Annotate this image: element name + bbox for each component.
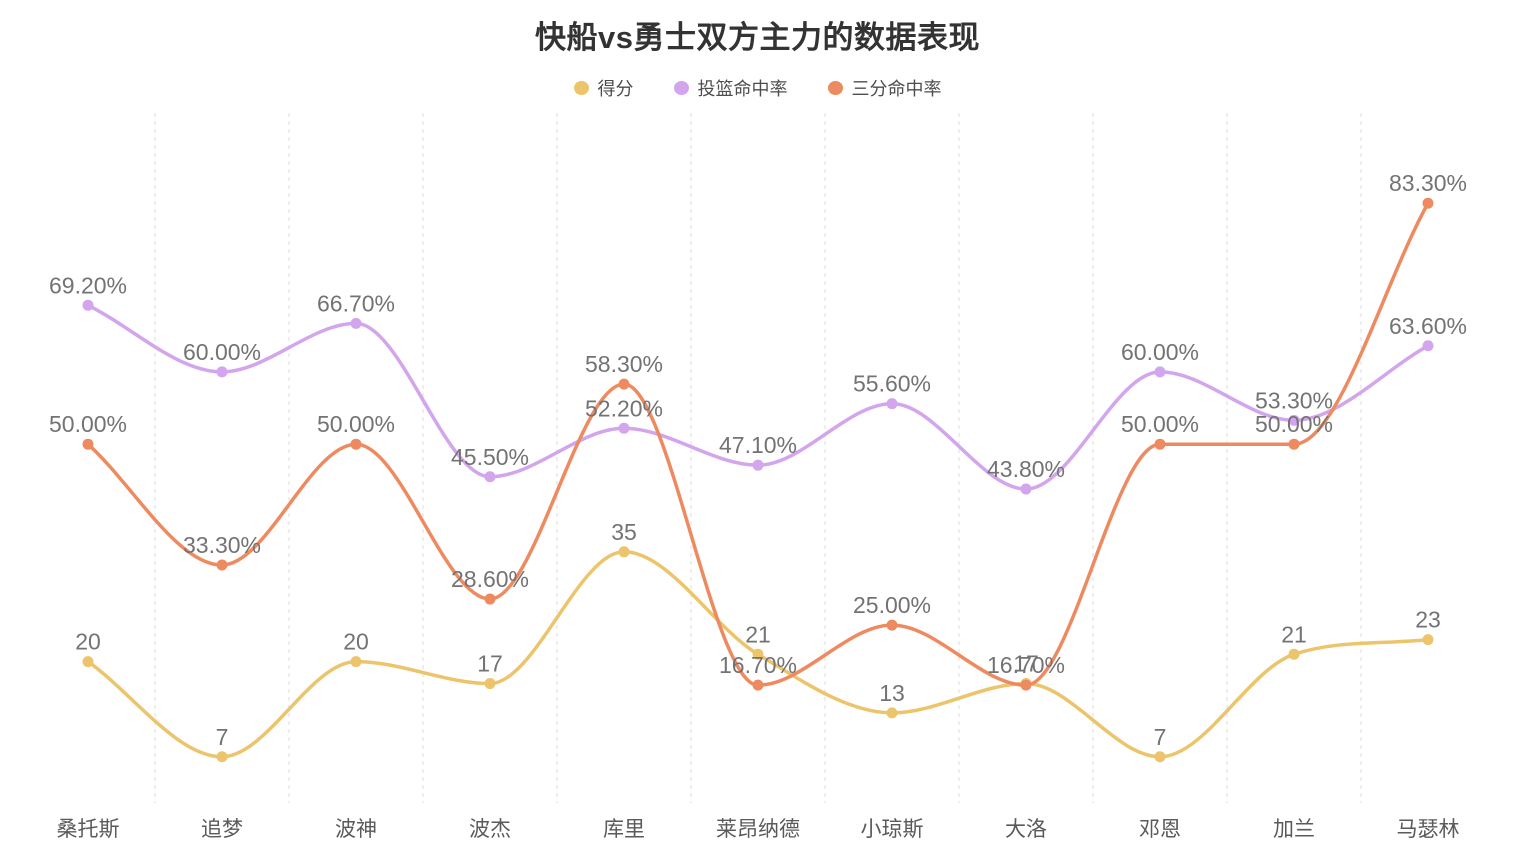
- data-point-score-马瑟林[interactable]: [1422, 634, 1434, 646]
- data-point-fg-pct-大洛[interactable]: [1020, 483, 1032, 495]
- data-label-3pt-pct-加兰: 50.00%: [1255, 411, 1333, 437]
- data-label-score-马瑟林: 23: [1415, 607, 1441, 633]
- legend-label-3pt-pct: 三分命中率: [851, 79, 942, 99]
- legend-label-score: 得分: [597, 79, 634, 99]
- data-point-3pt-pct-追梦[interactable]: [216, 559, 228, 571]
- data-point-3pt-pct-库里[interactable]: [618, 378, 630, 390]
- chart-title: 快船vs勇士双方主力的数据表现: [535, 20, 980, 55]
- data-point-fg-pct-波杰[interactable]: [484, 471, 496, 483]
- legend-item-score[interactable]: 得分: [573, 75, 634, 101]
- data-label-score-邓恩: 7: [1154, 724, 1167, 750]
- data-label-fg-pct-邓恩: 60.00%: [1121, 339, 1199, 365]
- data-point-score-加兰[interactable]: [1288, 648, 1300, 660]
- data-label-score-加兰: 21: [1281, 621, 1307, 647]
- data-label-fg-pct-波杰: 45.50%: [451, 444, 529, 470]
- legend-item-3pt-pct[interactable]: 三分命中率: [827, 75, 942, 101]
- legend-item-fg-pct[interactable]: 投篮命中率: [673, 75, 788, 101]
- data-point-fg-pct-追梦[interactable]: [216, 366, 228, 378]
- legend-marker-score-icon: [573, 81, 589, 95]
- x-axis-label-波神: 波神: [335, 818, 377, 841]
- data-label-3pt-pct-波杰: 28.60%: [451, 566, 529, 592]
- data-point-score-小琼斯[interactable]: [886, 707, 898, 719]
- data-point-3pt-pct-莱昂纳德[interactable]: [752, 679, 764, 691]
- data-point-3pt-pct-小琼斯[interactable]: [886, 619, 898, 631]
- x-axis-label-大洛: 大洛: [1005, 818, 1047, 841]
- x-axis-label-库里: 库里: [603, 818, 645, 841]
- data-point-score-追梦[interactable]: [216, 751, 228, 763]
- legend-marker-3pt-pct-icon: [827, 81, 843, 95]
- data-label-3pt-pct-桑托斯: 50.00%: [49, 411, 127, 437]
- data-label-score-大洛: 17: [1013, 651, 1039, 677]
- data-point-score-莱昂纳德[interactable]: [752, 648, 764, 660]
- data-point-3pt-pct-波杰[interactable]: [484, 593, 496, 605]
- data-label-fg-pct-桑托斯: 69.20%: [49, 272, 127, 298]
- legend-label-fg-pct: 投篮命中率: [697, 79, 788, 99]
- data-point-fg-pct-邓恩[interactable]: [1154, 366, 1166, 378]
- data-label-3pt-pct-莱昂纳德: 16.70%: [719, 652, 797, 678]
- legend: 得分 投篮命中率 三分命中率: [0, 75, 1515, 101]
- data-label-3pt-pct-大洛: 16.70%: [987, 652, 1065, 678]
- data-label-score-波杰: 17: [477, 651, 503, 677]
- data-point-fg-pct-小琼斯[interactable]: [886, 398, 898, 410]
- x-axis-label-桑托斯: 桑托斯: [57, 818, 120, 841]
- data-label-fg-pct-波神: 66.70%: [317, 290, 395, 316]
- legend-marker-fg-pct-icon: [673, 81, 689, 95]
- data-point-score-邓恩[interactable]: [1154, 751, 1166, 763]
- data-point-fg-pct-波神[interactable]: [350, 317, 362, 329]
- data-label-score-桑托斯: 20: [75, 629, 101, 655]
- x-axis-label-邓恩: 邓恩: [1139, 818, 1181, 841]
- data-point-fg-pct-莱昂纳德[interactable]: [752, 459, 764, 471]
- series-line-3pt-pct: [86, 201, 1430, 687]
- x-axis-label-莱昂纳德: 莱昂纳德: [716, 818, 800, 841]
- x-axis-label-波杰: 波杰: [469, 818, 511, 841]
- data-label-score-波神: 20: [343, 629, 369, 655]
- data-point-3pt-pct-桑托斯[interactable]: [82, 438, 94, 450]
- data-point-score-桑托斯[interactable]: [82, 656, 94, 668]
- data-point-3pt-pct-大洛[interactable]: [1020, 679, 1032, 691]
- data-point-fg-pct-马瑟林[interactable]: [1422, 340, 1434, 352]
- data-label-3pt-pct-小琼斯: 25.00%: [853, 592, 931, 618]
- data-label-score-小琼斯: 13: [879, 680, 905, 706]
- data-label-fg-pct-大洛: 43.80%: [987, 456, 1065, 482]
- data-point-score-波神[interactable]: [350, 656, 362, 668]
- data-label-3pt-pct-追梦: 33.30%: [183, 532, 261, 558]
- data-label-fg-pct-加兰: 53.30%: [1255, 387, 1333, 413]
- data-label-score-库里: 35: [611, 519, 637, 545]
- data-label-3pt-pct-库里: 58.30%: [585, 351, 663, 377]
- data-label-score-追梦: 7: [216, 724, 229, 750]
- data-label-fg-pct-追梦: 60.00%: [183, 339, 261, 365]
- data-point-fg-pct-桑托斯[interactable]: [82, 299, 94, 311]
- data-point-3pt-pct-波神[interactable]: [350, 438, 362, 450]
- data-label-fg-pct-小琼斯: 55.60%: [853, 371, 931, 397]
- data-point-3pt-pct-马瑟林[interactable]: [1422, 197, 1434, 209]
- data-point-3pt-pct-邓恩[interactable]: [1154, 438, 1166, 450]
- data-label-fg-pct-库里: 52.20%: [585, 395, 663, 421]
- data-label-3pt-pct-波神: 50.00%: [317, 411, 395, 437]
- data-label-3pt-pct-马瑟林: 83.30%: [1389, 170, 1467, 196]
- data-point-fg-pct-库里[interactable]: [618, 422, 630, 434]
- data-label-fg-pct-莱昂纳德: 47.10%: [719, 432, 797, 458]
- data-point-score-波杰[interactable]: [484, 678, 496, 690]
- x-axis-label-追梦: 追梦: [201, 818, 243, 841]
- x-axis-label-加兰: 加兰: [1273, 818, 1315, 841]
- data-point-fg-pct-加兰[interactable]: [1288, 414, 1300, 426]
- data-point-3pt-pct-加兰[interactable]: [1288, 438, 1300, 450]
- series-line-score: [86, 550, 1430, 759]
- x-axis-label-马瑟林: 马瑟林: [1397, 818, 1460, 841]
- data-label-fg-pct-马瑟林: 63.60%: [1389, 313, 1467, 339]
- data-label-score-莱昂纳德: 21: [745, 621, 771, 647]
- x-axis-label-小琼斯: 小琼斯: [861, 818, 924, 841]
- data-point-score-库里[interactable]: [618, 546, 630, 558]
- data-label-3pt-pct-邓恩: 50.00%: [1121, 411, 1199, 437]
